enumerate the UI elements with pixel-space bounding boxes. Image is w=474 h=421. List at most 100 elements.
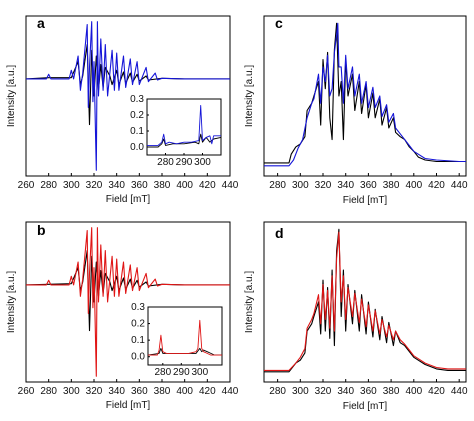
panel-b-tick-label: 300 [63, 386, 80, 397]
panel-c-frame [263, 15, 467, 177]
panel-c-xlabel: Field [mT] [343, 195, 388, 206]
panel-b-inset-series-0 [147, 347, 222, 356]
panel-a-inset-xtick-label: 280 [157, 157, 174, 168]
panel-b-tick-label: 360 [131, 386, 148, 397]
panel-a-inset-xtick-label: 300 [194, 157, 211, 168]
panel-b-inset-series-1 [148, 319, 222, 356]
panel-b-tick-label: 260 [18, 386, 35, 397]
panel-d-series [264, 228, 466, 373]
panel-b-label: b [37, 222, 46, 238]
panel-d-tick-label: 340 [337, 386, 354, 397]
panel-b-inset-xtick-label: 300 [191, 367, 208, 378]
panel-a-inset-ytick-label: 0.0 [130, 142, 144, 153]
panel-b-inset-yticks: 0.0 0.1 0.2 0.3 [131, 302, 150, 363]
panel-a-inset-ytick-label: 0.1 [130, 126, 144, 137]
panel-c-tick-label: 300 [292, 180, 309, 191]
panel-d-tick-label: 420 [428, 386, 445, 397]
panel-c-tick-label: 320 [315, 180, 332, 191]
panel-c-series-1 [264, 22, 466, 167]
panel-c-tick-label: 400 [405, 180, 422, 191]
panel-b-xlabel: Field [mT] [106, 400, 151, 411]
panel-b: b 260 280 300 320 340 360 380 400 420 440 Field [… [6, 221, 239, 411]
panel-b-series-1 [26, 227, 230, 377]
panel-a-tick-label: 420 [199, 180, 216, 191]
panel-a: a 260 280 300 320 340 360 380 400 420 440 Field [… [6, 15, 239, 205]
panel-c-tick-label: 440 [451, 180, 468, 191]
panel-b-xticks: 260 280 300 320 340 360 380 400 420 440 [18, 379, 239, 397]
panel-b-inset-xtick-label: 280 [154, 367, 171, 378]
panel-c-tick-label: 340 [337, 180, 354, 191]
panel-a-inset-series [147, 104, 222, 148]
panel-d-tick-label: 440 [451, 386, 468, 397]
panel-b-inset-ytick-label: 0.1 [131, 335, 145, 346]
panel-a-tick-label: 340 [108, 180, 125, 191]
panel-a-xlabel: Field [mT] [106, 194, 151, 205]
panel-c-tick-label: 360 [360, 180, 377, 191]
panel-c-xticks: 280 300 320 340 360 380 400 420 440 [269, 173, 468, 191]
panel-b-inset-series [147, 319, 222, 356]
panel-a-inset: 280 290 300 0.0 0.1 0.2 0.3 [130, 94, 222, 168]
panel-c-tick-label: 420 [428, 180, 445, 191]
panel-b-tick-label: 380 [154, 386, 171, 397]
panel-c-tick-label: 380 [383, 180, 400, 191]
panel-b-tick-label: 320 [86, 386, 103, 397]
panel-b-tick-label: 420 [199, 386, 216, 397]
panel-a-frame [25, 15, 231, 177]
panel-a-series [25, 21, 230, 171]
panel-c-tick-label: 280 [269, 180, 286, 191]
panel-a-tick-label: 260 [18, 180, 35, 191]
panel-a-tick-label: 440 [222, 180, 239, 191]
panel-b-series [25, 227, 230, 377]
panel-a-label: a [37, 15, 45, 31]
panel-b-frame [25, 221, 231, 383]
panel-b-series-0 [25, 250, 230, 332]
panel-d-tick-label: 300 [292, 386, 309, 397]
panel-a-tick-label: 400 [176, 180, 193, 191]
panel-c-ylabel: Intensity [a.u.] [244, 65, 255, 127]
panel-b-inset-ytick-label: 0.0 [131, 352, 145, 363]
panel-a-inset-xticks: 280 290 300 [157, 153, 211, 168]
panel-d: d 280 300 320 340 360 380 400 420 440 Field [mT]… [244, 221, 468, 412]
panel-d-xticks: 280 300 320 340 360 380 400 420 440 [269, 379, 468, 397]
panel-d-label: d [275, 225, 284, 241]
panel-b-tick-label: 400 [176, 386, 193, 397]
panel-d-tick-label: 320 [315, 386, 332, 397]
panel-a-inset-xtick-label: 290 [176, 157, 193, 168]
panel-a-ylabel: Intensity [a.u.] [6, 65, 17, 127]
panel-b-inset-xtick-label: 290 [173, 367, 190, 378]
panel-a-inset-ytick-label: 0.3 [130, 94, 144, 105]
panel-a-inset-series-0 [147, 133, 222, 148]
panel-c-label: c [275, 15, 283, 31]
panel-a-inset-ytick-label: 0.2 [130, 110, 144, 121]
panel-d-tick-label: 360 [360, 386, 377, 397]
panel-a-tick-label: 300 [63, 180, 80, 191]
panel-c: c 280 300 320 340 360 380 400 420 440 Field [mT]… [244, 15, 468, 206]
panel-b-tick-label: 440 [222, 386, 239, 397]
panel-a-inset-series-1 [147, 104, 221, 146]
panel-b-inset-ytick-label: 0.3 [131, 302, 145, 313]
panel-c-series-0 [264, 22, 466, 164]
panel-d-series-0 [264, 228, 466, 373]
panel-d-tick-label: 400 [405, 386, 422, 397]
panel-d-series-1 [264, 231, 466, 371]
panel-c-series [264, 22, 466, 167]
panel-b-inset-xticks: 280 290 300 [154, 363, 209, 378]
panel-a-inset-yticks: 0.0 0.1 0.2 0.3 [130, 94, 149, 153]
panel-a-tick-label: 360 [131, 180, 148, 191]
panel-d-ylabel: Intensity [a.u.] [244, 271, 255, 333]
panel-b-tick-label: 280 [40, 386, 57, 397]
panel-a-tick-label: 380 [154, 180, 171, 191]
panel-d-tick-label: 380 [383, 386, 400, 397]
panel-a-tick-label: 320 [86, 180, 103, 191]
panel-b-ylabel: Intensity [a.u.] [6, 271, 17, 333]
panel-a-series-1 [26, 21, 230, 171]
panel-a-xticks: 260 280 300 320 340 360 380 400 420 440 [18, 173, 239, 191]
panel-d-tick-label: 280 [269, 386, 286, 397]
panel-b-inset: 280 290 300 0.0 0.1 0.2 0.3 [131, 302, 223, 378]
panel-d-frame [263, 221, 467, 383]
panel-d-xlabel: Field [mT] [343, 401, 388, 412]
panel-a-tick-label: 280 [40, 180, 57, 191]
panel-b-inset-ytick-label: 0.2 [131, 319, 145, 330]
panel-b-tick-label: 340 [108, 386, 125, 397]
